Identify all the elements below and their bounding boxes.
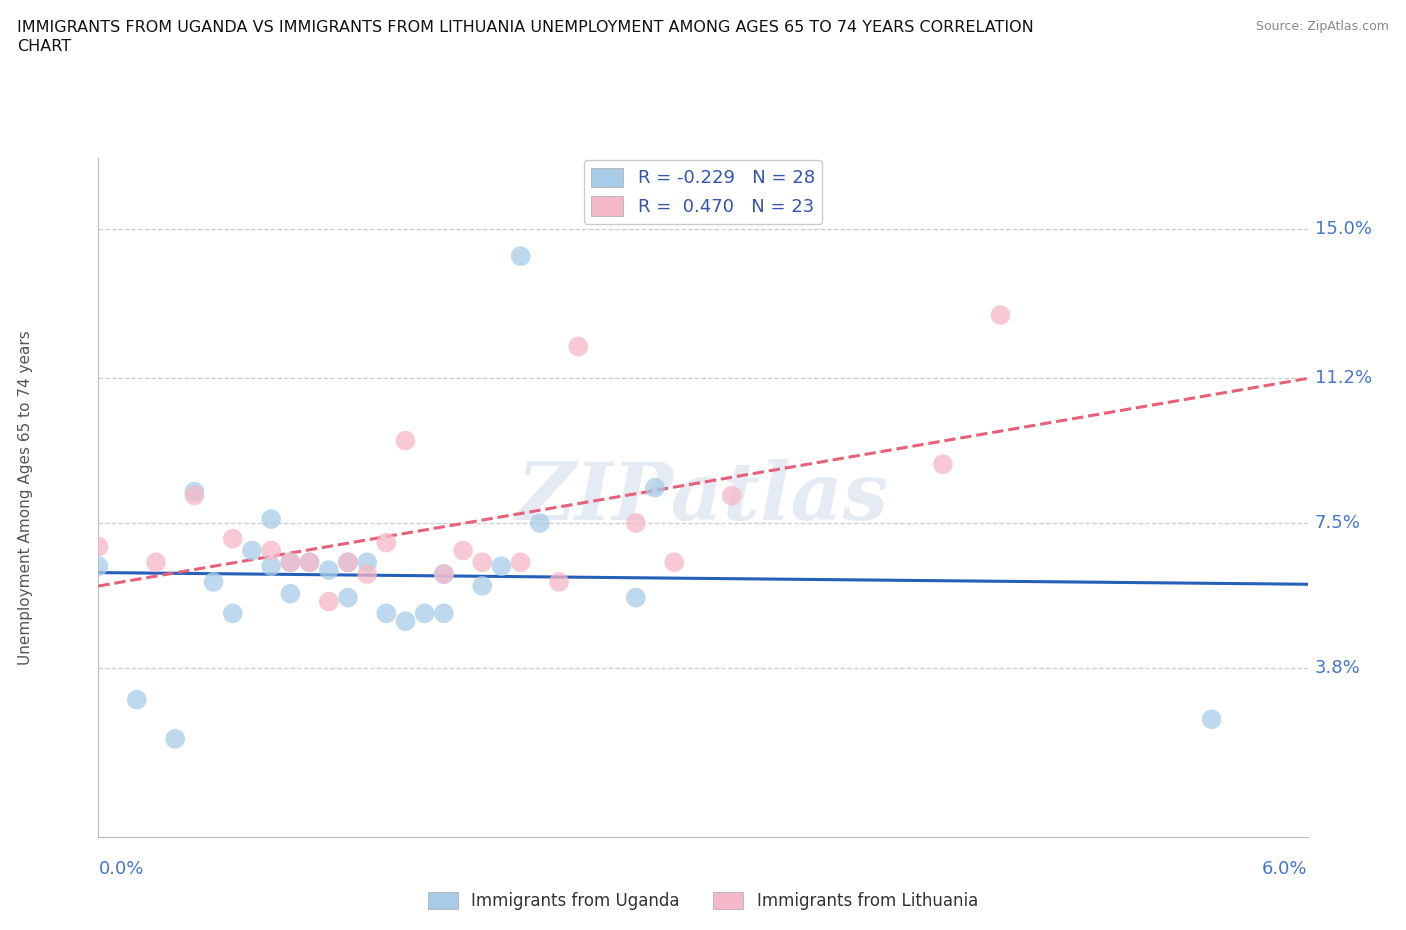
- Point: [471, 578, 494, 593]
- Point: [664, 555, 686, 570]
- Text: Unemployment Among Ages 65 to 74 years: Unemployment Among Ages 65 to 74 years: [18, 330, 32, 665]
- Point: [298, 555, 321, 570]
- Point: [240, 543, 263, 558]
- Point: [471, 555, 494, 570]
- Point: [183, 488, 205, 503]
- Point: [356, 566, 378, 581]
- Point: [990, 308, 1012, 323]
- Point: [202, 575, 225, 590]
- Point: [529, 515, 551, 530]
- Point: [145, 555, 167, 570]
- Point: [280, 555, 302, 570]
- Point: [548, 575, 571, 590]
- Text: ZIPatlas: ZIPatlas: [517, 458, 889, 537]
- Point: [624, 591, 647, 605]
- Point: [394, 433, 416, 448]
- Point: [280, 586, 302, 601]
- Point: [720, 488, 742, 503]
- Point: [394, 614, 416, 629]
- Text: Source: ZipAtlas.com: Source: ZipAtlas.com: [1256, 20, 1389, 33]
- Point: [260, 543, 283, 558]
- Text: 11.2%: 11.2%: [1315, 369, 1372, 387]
- Point: [318, 563, 340, 578]
- Text: 7.5%: 7.5%: [1315, 514, 1361, 532]
- Point: [183, 485, 205, 499]
- Point: [451, 543, 474, 558]
- Point: [260, 559, 283, 574]
- Legend: R = -0.229   N = 28, R =  0.470   N = 23: R = -0.229 N = 28, R = 0.470 N = 23: [583, 160, 823, 223]
- Point: [87, 559, 110, 574]
- Point: [509, 555, 531, 570]
- Legend: Immigrants from Uganda, Immigrants from Lithuania: Immigrants from Uganda, Immigrants from …: [422, 885, 984, 917]
- Point: [165, 732, 187, 747]
- Point: [336, 555, 359, 570]
- Point: [932, 457, 955, 472]
- Point: [125, 692, 148, 707]
- Point: [413, 605, 436, 620]
- Point: [336, 555, 359, 570]
- Text: 15.0%: 15.0%: [1315, 219, 1372, 238]
- Point: [433, 566, 456, 581]
- Text: 3.8%: 3.8%: [1315, 659, 1361, 677]
- Point: [222, 605, 245, 620]
- Point: [567, 339, 589, 354]
- Point: [1201, 711, 1223, 726]
- Text: IMMIGRANTS FROM UGANDA VS IMMIGRANTS FROM LITHUANIA UNEMPLOYMENT AMONG AGES 65 T: IMMIGRANTS FROM UGANDA VS IMMIGRANTS FRO…: [17, 20, 1033, 35]
- Point: [318, 594, 340, 609]
- Point: [624, 515, 647, 530]
- Point: [375, 536, 398, 551]
- Text: 0.0%: 0.0%: [98, 860, 143, 878]
- Point: [644, 480, 666, 495]
- Point: [280, 555, 302, 570]
- Point: [433, 566, 456, 581]
- Point: [433, 605, 456, 620]
- Text: 6.0%: 6.0%: [1263, 860, 1308, 878]
- Point: [260, 512, 283, 526]
- Point: [336, 591, 359, 605]
- Point: [87, 539, 110, 554]
- Point: [222, 531, 245, 546]
- Point: [356, 555, 378, 570]
- Point: [491, 559, 513, 574]
- Point: [375, 605, 398, 620]
- Point: [509, 248, 531, 263]
- Text: CHART: CHART: [17, 39, 70, 54]
- Point: [298, 555, 321, 570]
